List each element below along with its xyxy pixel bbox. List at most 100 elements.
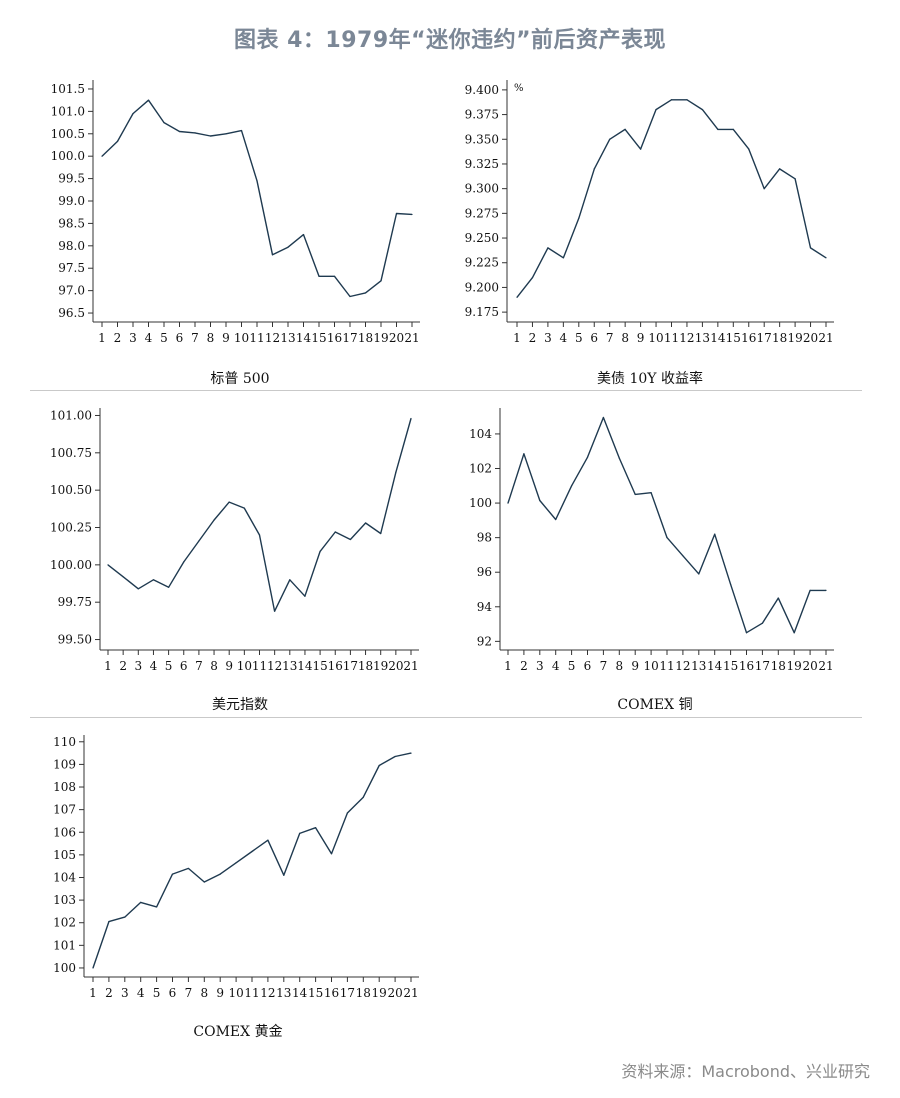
x-tick-label: 16: [328, 659, 343, 673]
x-tick-label: 10: [648, 331, 663, 345]
data-point: [235, 862, 237, 864]
x-tick-label: 5: [165, 659, 173, 673]
data-point: [547, 247, 549, 249]
x-tick-label: 14: [292, 986, 308, 1000]
source-note: 资料来源：Macrobond、兴业研究: [621, 1062, 870, 1081]
x-tick-label: 7: [185, 986, 193, 1000]
y-tick-label: 9.400: [465, 83, 499, 97]
x-tick-label: 15: [308, 986, 323, 1000]
data-point: [730, 583, 732, 585]
x-tick-label: 14: [296, 331, 312, 345]
x-tick-label: 18: [358, 659, 373, 673]
y-tick-label: 100.25: [50, 521, 92, 535]
x-tick-label: 6: [590, 331, 598, 345]
x-tick-label: 20: [388, 659, 403, 673]
x-tick-label: 10: [237, 659, 252, 673]
x-tick-label: 8: [615, 659, 623, 673]
data-point: [116, 140, 119, 142]
data-point: [763, 188, 765, 190]
data-point: [650, 492, 652, 494]
data-point: [410, 417, 412, 420]
data-point: [349, 538, 351, 541]
x-tick-label: 20: [387, 986, 402, 1000]
data-point: [240, 130, 243, 132]
x-tick-label: 11: [244, 986, 259, 1000]
data-point: [92, 967, 94, 969]
series-line: [516, 99, 827, 298]
y-tick-label: 105: [53, 848, 76, 862]
data-point: [640, 148, 642, 150]
data-point: [395, 471, 397, 473]
x-tick-label: 5: [575, 331, 583, 345]
x-tick-label: 1: [513, 331, 521, 345]
data-point: [380, 280, 382, 282]
y-tick-label: 109: [53, 757, 76, 771]
y-tick-label: 97.5: [58, 261, 85, 275]
data-point: [203, 881, 205, 883]
x-tick-label: 12: [675, 659, 690, 673]
x-tick-label: 21: [818, 331, 833, 345]
data-point: [634, 493, 636, 496]
x-tick-label: 18: [771, 659, 786, 673]
data-point: [562, 257, 564, 259]
x-tick-label: 20: [802, 659, 817, 673]
y-tick-label: 110: [53, 735, 76, 749]
x-tick-label: 15: [312, 659, 327, 673]
y-tick-label: 9.325: [465, 157, 499, 171]
data-point: [283, 874, 285, 876]
data-point: [178, 130, 181, 133]
y-tick-label: 98: [477, 531, 492, 545]
data-point: [256, 180, 258, 182]
data-point: [655, 109, 657, 111]
x-tick-label: 17: [757, 331, 772, 345]
data-point: [364, 292, 367, 294]
x-tick-label: 2: [520, 659, 528, 673]
data-point: [411, 213, 413, 216]
x-tick-label: 3: [129, 331, 137, 345]
y-tick-label: 98.5: [58, 216, 85, 230]
x-tick-label: 2: [529, 331, 537, 345]
y-tick-label: 99.0: [58, 194, 85, 208]
y-tick-label: 9.250: [465, 231, 499, 245]
x-tick-label: 16: [741, 331, 756, 345]
x-tick-label: 21: [404, 331, 419, 345]
x-tick-label: 4: [150, 659, 158, 673]
x-tick-label: 19: [373, 659, 388, 673]
x-tick-label: 12: [265, 331, 280, 345]
data-point: [507, 502, 509, 504]
data-point: [666, 537, 668, 539]
x-tick-label: 15: [723, 659, 738, 673]
x-tick-label: 20: [803, 331, 818, 345]
x-tick-label: 8: [200, 986, 208, 1000]
x-tick-label: 1: [104, 659, 112, 673]
series-line: [101, 99, 413, 298]
x-tick-label: 4: [145, 331, 153, 345]
data-point: [698, 573, 700, 575]
x-tick-label: 12: [260, 986, 275, 1000]
data-point: [809, 589, 811, 591]
data-point: [531, 276, 534, 279]
y-tick-label: 100.5: [51, 127, 85, 141]
x-tick-label: 14: [297, 659, 313, 673]
y-tick-label: 9.350: [465, 132, 499, 146]
x-tick-label: 11: [659, 659, 674, 673]
x-tick-label: 11: [664, 331, 679, 345]
x-tick-label: 2: [114, 331, 122, 345]
y-tick-label: 9.275: [465, 206, 499, 220]
data-point: [586, 456, 589, 458]
data-point: [825, 589, 827, 591]
data-point: [618, 457, 620, 459]
data-point: [225, 133, 227, 135]
y-tick-label: 99.5: [58, 172, 85, 186]
y-tick-label: 102: [469, 462, 492, 476]
x-tick-label: 21: [403, 659, 418, 673]
data-point: [380, 532, 382, 535]
data-point: [624, 128, 626, 130]
data-point: [267, 839, 269, 841]
data-point: [171, 873, 174, 875]
data-point: [410, 752, 412, 754]
x-tick-label: 16: [327, 331, 342, 345]
x-tick-label: 6: [176, 331, 184, 345]
data-point: [156, 906, 158, 908]
